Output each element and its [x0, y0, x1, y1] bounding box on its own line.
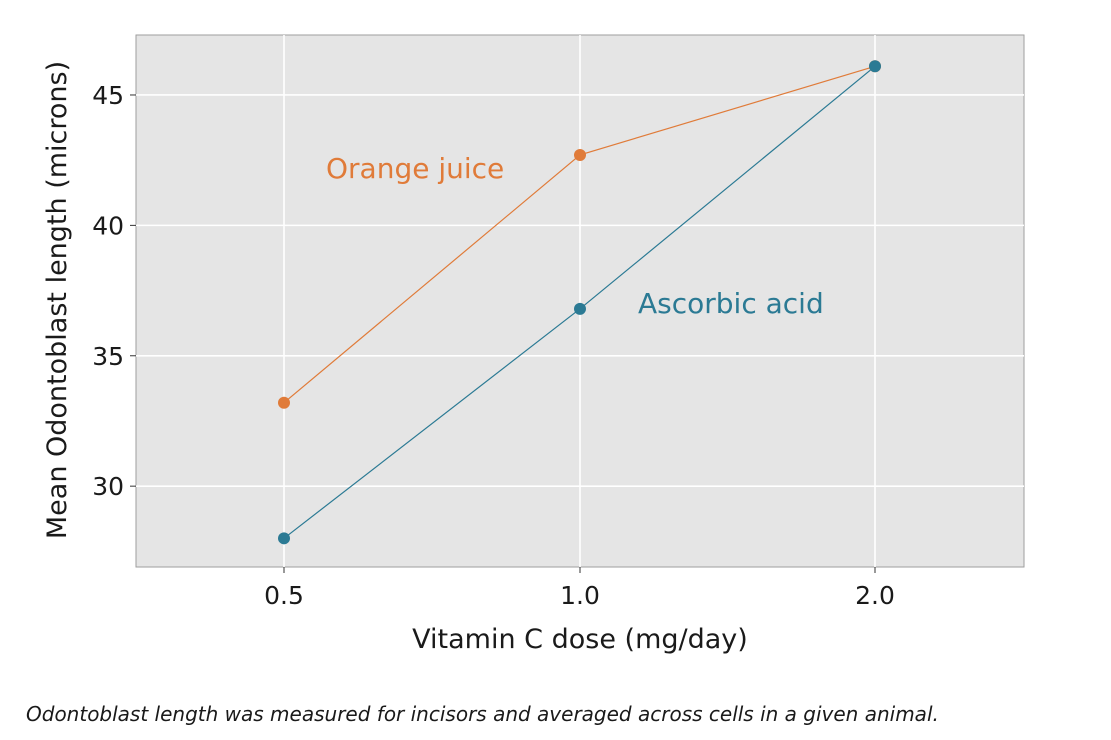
y-axis-ticks: [130, 94, 136, 487]
y-tick-label: 35: [92, 342, 124, 371]
x-axis-tick-labels: 0.5 1.0 2.0: [264, 581, 895, 610]
data-point-ascorbic-acid: [574, 302, 586, 315]
x-gridlines: [283, 35, 876, 567]
data-point-orange-juice: [574, 148, 586, 161]
y-tick-label: 40: [92, 211, 124, 240]
x-axis-ticks: [283, 567, 876, 573]
series-label-orange-juice: Orange juice: [326, 152, 504, 185]
y-tick-label: 45: [92, 81, 124, 110]
x-tick-label: 0.5: [264, 581, 304, 610]
y-axis-title: Mean Odontoblast length (microns): [42, 61, 73, 539]
series-points: [278, 60, 881, 545]
series-labels: Orange juice Ascorbic acid: [326, 152, 824, 320]
figure-caption: Odontoblast length was measured for inci…: [26, 702, 939, 726]
series-label-ascorbic-acid: Ascorbic acid: [638, 287, 824, 320]
y-tick-label: 30: [92, 472, 124, 501]
y-axis-tick-labels: 30 35 40 45: [92, 81, 124, 501]
x-tick-label: 1.0: [560, 581, 600, 610]
data-point-ascorbic-acid: [278, 532, 290, 545]
data-point-orange-juice: [278, 396, 290, 409]
data-point-ascorbic-acid: [869, 60, 881, 73]
x-axis-title: Vitamin C dose (mg/day): [412, 624, 748, 655]
x-tick-label: 2.0: [855, 581, 895, 610]
